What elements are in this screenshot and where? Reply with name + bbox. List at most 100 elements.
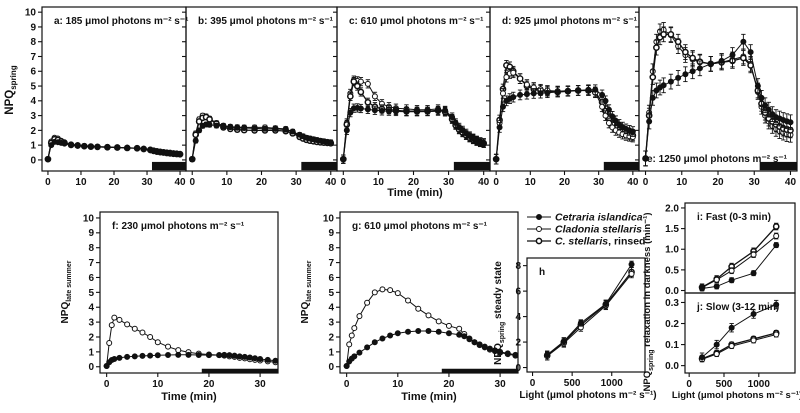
y-tick-label: 7 — [30, 52, 36, 63]
data-point — [221, 351, 228, 358]
data-point — [206, 115, 213, 123]
axis-label-x-h: Light (μmol photons m⁻² s⁻¹) — [519, 390, 656, 401]
data-point — [205, 352, 212, 359]
series-line — [546, 264, 632, 356]
data-point — [116, 316, 123, 323]
x-tick-label: 30 — [255, 379, 267, 390]
data-point — [718, 57, 725, 64]
data-point — [713, 283, 720, 290]
data-point — [773, 242, 780, 249]
data-point — [236, 353, 243, 360]
data-point — [577, 319, 584, 326]
data-point — [649, 94, 656, 101]
x-tick-label: 0 — [643, 177, 649, 188]
data-point — [689, 54, 696, 62]
data-point — [356, 349, 363, 356]
data-point — [104, 144, 111, 151]
series-filled-circle — [343, 328, 519, 370]
data-point — [44, 156, 51, 163]
y-tick-label: 10 — [83, 213, 95, 224]
data-point — [445, 322, 452, 329]
data-point — [131, 353, 138, 360]
y-tick-label: 10 — [25, 8, 37, 19]
data-point — [371, 107, 378, 114]
panel-h: 0 2 4 6 8 0 500 1000 h — [515, 257, 646, 389]
y-tick-label: 9 — [328, 228, 334, 239]
legend-item: C. stellaris, rinsed — [527, 236, 645, 248]
data-point — [116, 354, 123, 361]
data-point — [220, 123, 227, 130]
data-point — [124, 144, 131, 151]
data-point — [424, 108, 431, 115]
x-tick-label: 10 — [75, 177, 87, 188]
y-tick-label: 1 — [88, 347, 94, 358]
data-point — [356, 313, 363, 320]
data-point — [609, 113, 616, 120]
data-point — [364, 80, 371, 87]
data-point — [750, 337, 757, 344]
data-point — [165, 343, 172, 350]
data-point — [449, 114, 456, 121]
data-point — [387, 332, 394, 339]
panel-title: a: 185 μmol photons m⁻² s⁻¹ — [54, 16, 189, 27]
data-point — [512, 351, 519, 358]
x-tick-label: 0 — [189, 177, 195, 188]
series-filled-circle — [699, 299, 780, 362]
panel-f: 0 1 2 3 4 5 6 7 8 9 10 0 10 20 30 f: 230 μmol photons m… — [83, 211, 279, 390]
series-filled-circle — [642, 33, 794, 167]
data-point — [499, 90, 506, 97]
panel-title: d: 925 μmol photons m⁻² s⁻¹ — [502, 16, 638, 27]
data-point — [523, 91, 530, 98]
data-point — [649, 73, 657, 81]
data-point — [674, 38, 682, 46]
panel-title: g: 610 μmol photons m⁻² s⁻¹ — [352, 221, 488, 232]
plot-frame — [489, 6, 640, 172]
series-line — [645, 29, 791, 159]
data-point — [486, 345, 493, 352]
legend-item: Cladonia stellaris — [527, 224, 642, 236]
x-tick-label: 30 — [593, 177, 605, 188]
data-point — [139, 329, 146, 336]
data-point — [699, 285, 706, 292]
data-point — [602, 300, 609, 307]
data-point — [282, 126, 289, 133]
data-point — [628, 261, 635, 268]
x-tick-label: 500 — [564, 378, 581, 389]
x-tick-label: 0 — [341, 177, 347, 188]
data-point — [61, 140, 68, 147]
data-point — [392, 108, 399, 115]
dark-period-bar — [151, 161, 186, 171]
data-point — [351, 353, 358, 360]
legend-marker-icon — [536, 226, 542, 232]
data-point — [195, 351, 202, 358]
y-tick-label: 4 — [30, 96, 36, 107]
data-point — [226, 352, 233, 359]
series-filled-circle — [699, 242, 780, 292]
data-point — [241, 125, 248, 132]
x-tick-label: 20 — [712, 177, 724, 188]
y-tick-label: 7 — [328, 258, 334, 269]
dark-period-bar — [453, 161, 490, 171]
x-tick-label: 0 — [530, 378, 536, 389]
data-point — [544, 89, 551, 96]
data-point — [456, 325, 463, 332]
panel-title: b: 395 μmol photons m⁻² s⁻¹ — [198, 16, 334, 27]
data-point — [414, 108, 421, 115]
y-tick-label: 0.3 — [665, 298, 679, 309]
dark-period-bar — [441, 368, 518, 373]
data-point — [772, 223, 780, 230]
data-point — [750, 251, 757, 258]
data-point — [351, 325, 358, 332]
data-point — [592, 86, 599, 93]
data-point — [354, 82, 361, 90]
series-filled-circle — [44, 138, 184, 163]
data-point — [364, 299, 371, 306]
series-line — [546, 273, 632, 357]
y-tick-label: 0 — [30, 155, 36, 166]
y-tick-label: 8 — [30, 37, 36, 48]
legend-marker-icon — [536, 214, 542, 220]
data-point — [758, 94, 765, 101]
x-tick-label: 1000 — [748, 379, 771, 390]
data-point — [378, 107, 385, 114]
data-point — [530, 90, 537, 97]
